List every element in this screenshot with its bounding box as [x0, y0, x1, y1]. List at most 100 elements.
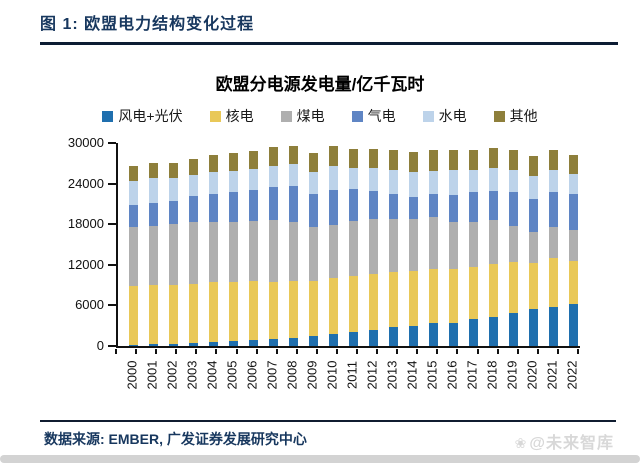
bar-segment — [568, 193, 578, 231]
bar-segment — [208, 221, 218, 283]
chart-legend: 风电+光伏 核电 煤电 气电 水电 其他 — [0, 106, 640, 126]
bar-segment — [268, 186, 278, 221]
x-axis-tick — [396, 348, 399, 354]
bar-segment — [128, 204, 138, 227]
bar-segment — [308, 194, 318, 228]
bar-segment — [508, 169, 518, 192]
bar-segment — [408, 171, 418, 197]
bar-segment — [308, 171, 318, 195]
x-axis-tick — [115, 348, 117, 354]
bar-segment — [428, 217, 438, 269]
bar-segment — [568, 174, 578, 194]
y-axis-tick — [108, 263, 116, 266]
x-axis-label: 2012 — [364, 360, 380, 390]
bar-segment — [468, 149, 478, 170]
bar-segment — [348, 189, 358, 222]
x-axis-tick — [496, 348, 499, 354]
bar-segment — [328, 190, 338, 225]
watermark: ❀ @未来智库 — [515, 429, 614, 453]
bar-segment — [248, 220, 258, 282]
bar-segment — [328, 224, 338, 278]
bar-segment — [188, 196, 198, 222]
legend-swatch-icon — [209, 110, 221, 122]
source-divider — [40, 420, 616, 422]
bar-segment — [388, 170, 398, 195]
bar-segment — [168, 162, 178, 179]
bar-segment — [268, 165, 278, 187]
x-axis-tick — [556, 348, 559, 354]
x-axis-label: 2017 — [464, 360, 480, 390]
legend-swatch-icon — [102, 110, 114, 122]
bar-segment — [148, 177, 158, 203]
bar-segment — [348, 221, 358, 276]
bar-segment — [428, 268, 438, 324]
bar-segment — [408, 270, 418, 326]
x-axis-label: 2013 — [384, 360, 400, 390]
bar-segment — [348, 168, 358, 190]
bar-segment — [368, 191, 378, 219]
legend-label: 气电 — [367, 108, 396, 124]
x-axis-tick — [215, 348, 218, 354]
bar-segment — [448, 149, 458, 170]
legend-label: 煤电 — [296, 108, 325, 124]
x-axis-label: 2000 — [124, 360, 140, 390]
bar-segment — [488, 317, 498, 346]
bar-segment — [368, 168, 378, 192]
bar-segment — [168, 224, 178, 285]
bar-segment — [468, 191, 478, 222]
bar-segment — [248, 168, 258, 190]
bar-segment — [488, 220, 498, 265]
bar-segment — [228, 281, 238, 342]
bar-segment — [168, 200, 178, 225]
bar-segment — [448, 194, 458, 223]
x-axis-tick — [436, 348, 439, 354]
legend-label: 水电 — [438, 108, 467, 124]
bar-segment — [208, 193, 218, 222]
bar-segment — [408, 218, 418, 271]
bar-segment — [408, 196, 418, 219]
bar-segment — [528, 308, 538, 346]
bar-segment — [348, 148, 358, 169]
bar-segment — [188, 343, 198, 346]
x-axis-label: 2019 — [504, 360, 520, 390]
bar-segment — [528, 262, 538, 309]
bar-segment — [208, 282, 218, 343]
x-axis-label: 2016 — [444, 360, 460, 390]
bar-segment — [548, 169, 558, 193]
legend-swatch-icon — [493, 110, 505, 122]
bar-segment — [128, 226, 138, 287]
bar-segment — [308, 336, 318, 346]
x-axis-tick — [155, 348, 158, 354]
bar-segment — [288, 337, 298, 346]
bar-segment — [408, 151, 418, 172]
y-axis-label: 24000 — [67, 175, 104, 191]
bar-segment — [188, 283, 198, 344]
bar-segment — [548, 226, 558, 259]
x-axis-tick — [416, 348, 419, 354]
bar-segment — [348, 275, 358, 333]
bar-segment — [288, 221, 298, 281]
bar-segment — [548, 150, 558, 170]
bar-segment — [568, 154, 578, 175]
bar-segment — [208, 172, 218, 194]
bar-segment — [528, 175, 538, 199]
bar-segment — [428, 150, 438, 171]
bar-segment — [148, 285, 158, 345]
bar-segment — [128, 180, 138, 205]
bar-segment — [468, 221, 478, 268]
bar-segment — [448, 269, 458, 323]
bar-segment — [128, 165, 138, 181]
x-axis-label: 2007 — [264, 360, 280, 390]
legend-item: 风电+光伏 — [102, 106, 183, 126]
bar-segment — [328, 334, 338, 346]
bar-segment — [508, 313, 518, 346]
bar-segment — [288, 186, 298, 222]
bar-segment — [528, 156, 538, 176]
x-axis-label: 2009 — [304, 360, 320, 390]
x-axis-label: 2001 — [144, 360, 160, 390]
bar-segment — [448, 322, 458, 346]
bar-segment — [388, 272, 398, 328]
x-axis-label: 2011 — [344, 361, 360, 389]
bar-segment — [508, 261, 518, 314]
y-axis-tick — [108, 223, 116, 226]
